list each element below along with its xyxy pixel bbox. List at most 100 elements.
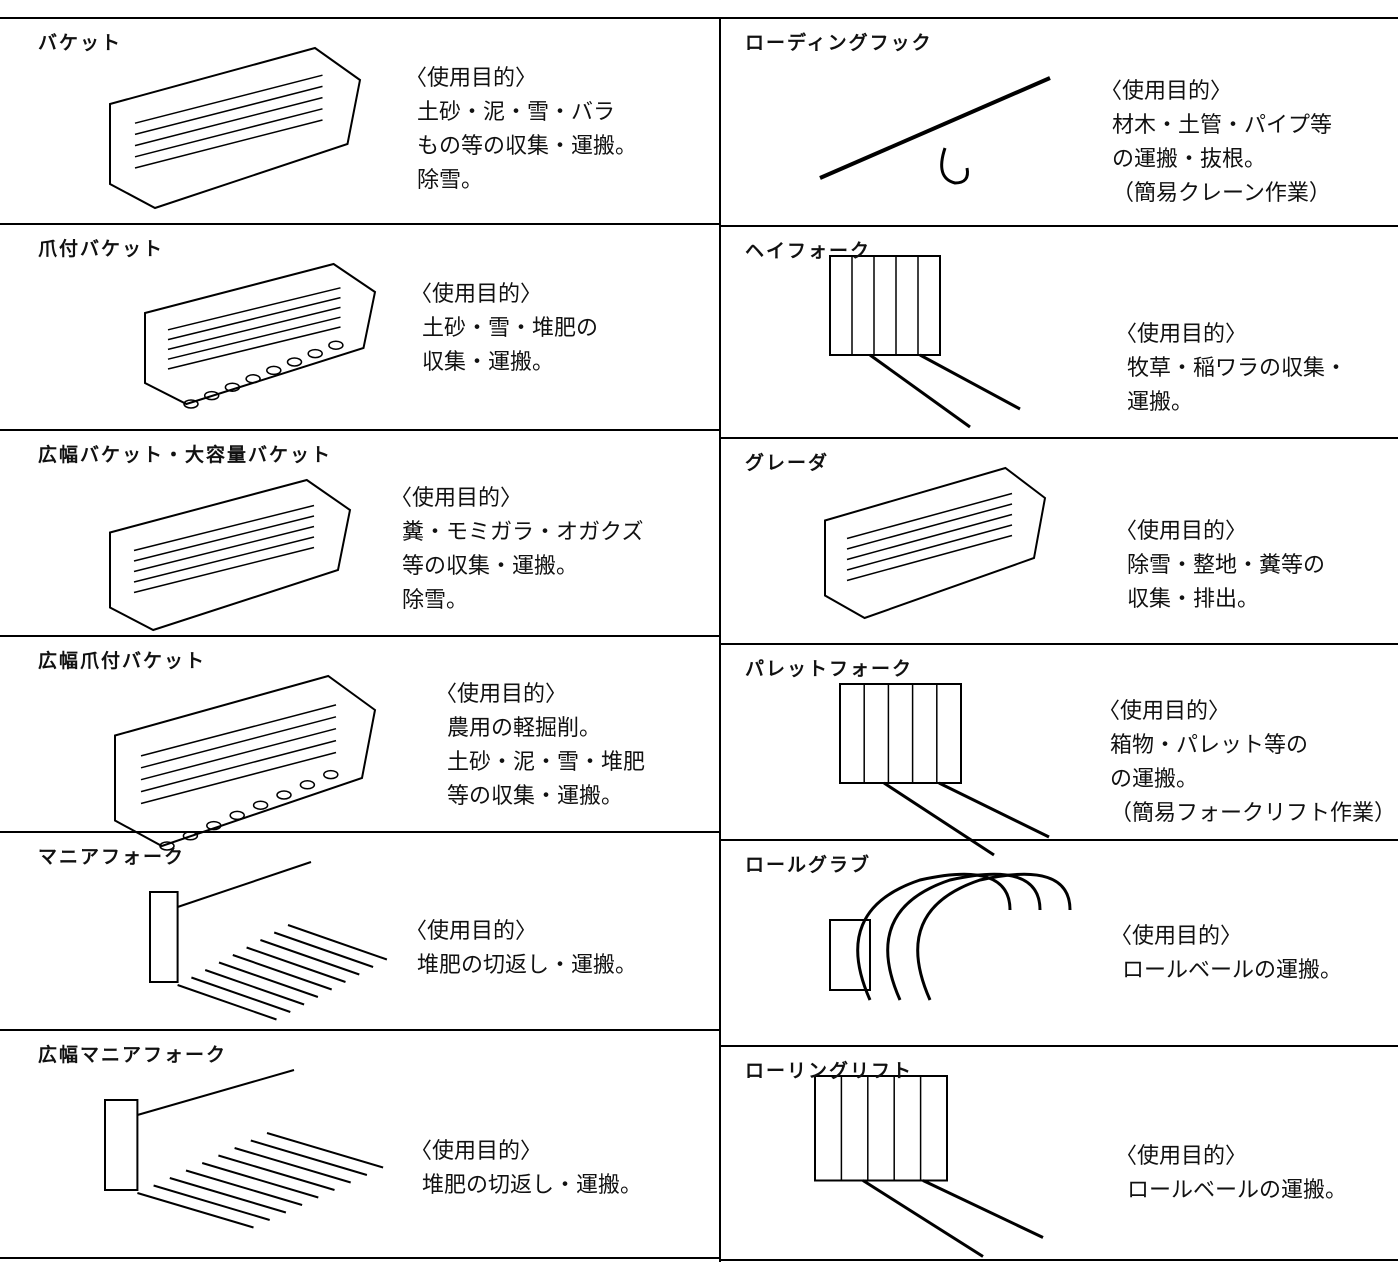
line-art [846,534,1013,582]
line-art [824,466,1047,620]
purpose-line: の運搬・抜根。 [1112,147,1267,172]
line-art [328,340,344,350]
line-art [159,841,175,851]
purpose: 〈使用目的〉 ロールベールの運搬。 [1115,1140,1347,1208]
line-art [922,1179,1044,1239]
item-name: ローディングフック [745,32,933,54]
line-art [133,504,315,552]
purpose: 〈使用目的〉 土砂・泥・雪・バラ もの等の収集・運搬。 除雪。 [405,62,637,198]
purpose-line: 材木・土管・パイプ等 [1112,113,1333,138]
purpose-heading: 〈使用目的〉 [410,1139,543,1164]
line-art [134,108,323,158]
line-art [134,96,323,147]
line-art [846,524,1013,571]
purpose-line: 牧草・稲ワラの収集・ [1127,356,1348,381]
purpose: 〈使用目的〉 土砂・雪・堆肥の 収集・運搬。 [410,278,598,380]
item-name: グレーダ [745,452,830,474]
purpose-line: （簡易フォークリフト作業） [1110,801,1397,826]
line-art [846,492,1013,540]
line-art [169,1177,287,1214]
item-name: ローリングリフト [745,1060,914,1082]
purpose-line: 堆肥の切返し・運搬。 [417,953,638,978]
line-art [133,515,315,562]
purpose-line: 土砂・泥・雪・堆肥 [447,750,646,775]
line-art [140,739,337,793]
line-art [287,924,388,961]
line-art [167,287,341,331]
line-art [814,1075,948,1182]
line-art [149,891,179,983]
line-art [869,353,971,429]
line-art [183,399,199,409]
purpose-line: ロールベールの運搬。 [1122,958,1343,983]
line-art [846,513,1013,561]
purpose-heading: 〈使用目的〉 [435,682,568,707]
purpose-heading: 〈使用目的〉 [1110,924,1243,949]
line-art [134,119,323,169]
item-name: バケット [38,32,123,54]
item-name: 広幅バケット・大容量バケット [38,444,333,466]
line-art [250,1139,368,1176]
line-art [886,872,1042,1001]
line-art [940,147,969,185]
line-art [134,85,323,136]
purpose-line: 収集・運搬。 [422,350,555,375]
purpose-heading: 〈使用目的〉 [405,919,538,944]
line-art [266,1132,384,1169]
line-art [232,954,333,991]
purpose-line: 箱物・パレット等の [1110,733,1309,758]
line-art [862,1179,984,1258]
line-art [167,326,341,370]
line-art [177,984,277,1021]
purpose-line: 運搬。 [1127,390,1194,415]
line-art [919,353,1021,411]
line-art [204,969,305,1006]
line-art [140,727,337,781]
purpose: 〈使用目的〉堆肥の切返し・運搬。 [405,915,637,983]
purpose-line: ロールベールの運搬。 [1127,1178,1348,1203]
purpose-line: 除雪・整地・糞等の [1127,553,1326,578]
line-art [846,503,1013,550]
line-art [206,820,222,831]
line-art [191,976,291,1013]
purpose-line: 糞・モミガラ・オガクズ [402,520,644,545]
purpose: 〈使用目的〉ロールベールの運搬。 [1110,920,1342,988]
line-art [109,46,362,210]
line-art [323,769,339,780]
line-art [137,1069,295,1116]
line-art [938,781,1050,839]
purpose: 〈使用目的〉 牧草・稲ワラの収集・ 運搬。 [1115,318,1347,420]
line-art [167,316,341,360]
purpose-heading: 〈使用目的〉 [405,66,538,91]
purpose-heading: 〈使用目的〉 [410,282,543,307]
line-art [234,1147,351,1184]
line-art [246,946,346,983]
purpose-line: 等の収集・運搬。 [447,784,624,809]
purpose-line: 除雪。 [402,588,469,613]
line-art [134,74,323,124]
purpose: 〈使用目的〉 箱物・パレット等の の運搬。 （簡易フォークリフト作業） [1098,695,1396,831]
line-art [260,939,360,976]
line-art [218,1154,335,1191]
line-art [829,919,871,991]
purpose-line: （簡易クレーン作業） [1112,181,1331,206]
line-art [829,255,941,356]
line-art [856,872,1012,1001]
line-art [276,790,292,800]
line-art [167,306,341,351]
line-art [203,390,220,401]
line-art [133,536,315,583]
purpose-line: 除雪。 [417,168,484,193]
line-art [133,525,315,573]
line-art [177,861,312,908]
item-name: 広幅爪付バケット [38,650,207,672]
purpose-heading: 〈使用目的〉 [390,486,523,511]
purpose-line: 農用の軽掘削。 [447,716,602,741]
line-art [883,781,995,857]
line-art [266,365,282,376]
purpose: 〈使用目的〉 糞・モミガラ・オガクズ 等の収集・運搬。 除雪。 [390,482,644,618]
line-art [140,704,337,757]
line-art [229,810,245,821]
line-art [104,1099,139,1191]
